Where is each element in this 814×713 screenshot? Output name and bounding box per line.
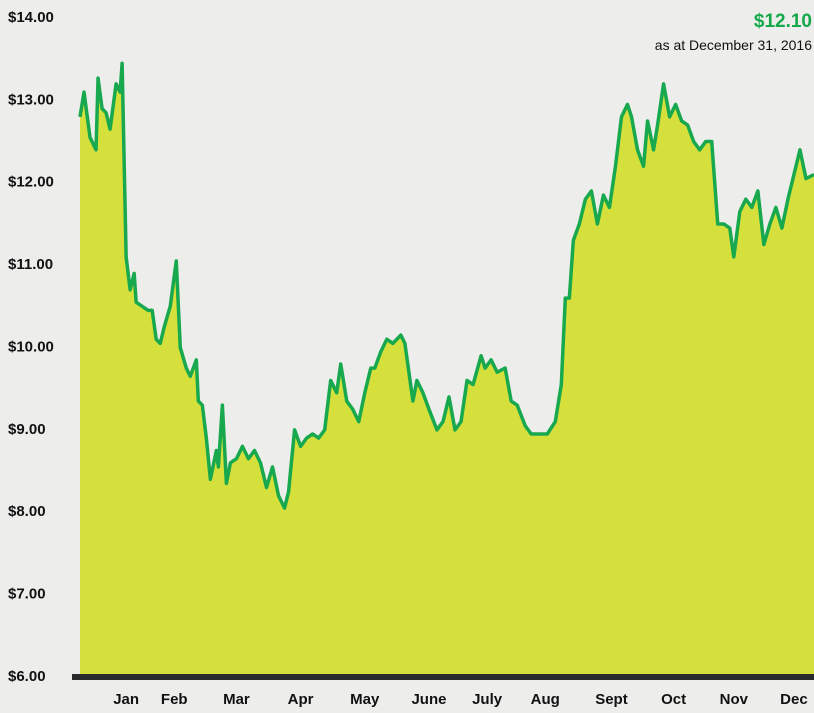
y-tick-label: $11.00: [8, 256, 53, 273]
y-tick-label: $7.00: [8, 586, 46, 603]
x-tick-label: Oct: [661, 691, 686, 708]
x-tick-label: July: [472, 691, 503, 708]
x-tick-label: Dec: [780, 691, 808, 708]
x-tick-label: Aug: [531, 691, 560, 708]
x-tick-label: Jan: [113, 691, 139, 708]
y-tick-label: $13.00: [8, 91, 54, 108]
y-tick-label: $8.00: [8, 503, 46, 520]
annotation-text: as at December 31, 2016: [655, 37, 812, 53]
y-tick-label: $12.00: [8, 174, 54, 191]
x-tick-label: May: [350, 691, 380, 708]
x-tick-label: Sept: [595, 691, 628, 708]
area: [80, 63, 814, 678]
line: [78, 61, 814, 510]
y-tick-label: $6.00: [8, 668, 46, 685]
x-tick-label: June: [411, 691, 446, 708]
y-tick-label: $9.00: [8, 421, 46, 438]
x-tick-label: Nov: [720, 691, 749, 708]
x-tick-label: Apr: [288, 691, 314, 708]
x-tick-label: Mar: [223, 691, 250, 708]
annotation-value: $12.10: [754, 11, 812, 32]
y-tick-label: $14.00: [8, 9, 54, 26]
y-tick-label: $10.00: [8, 338, 54, 355]
x-tick-label: Feb: [161, 691, 188, 708]
